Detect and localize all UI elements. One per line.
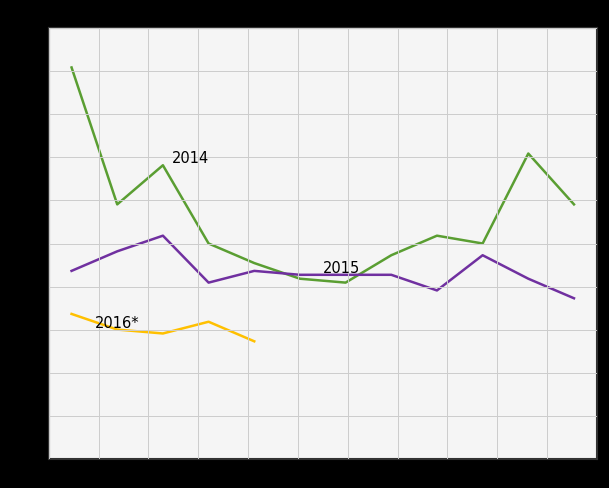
Text: 2016*: 2016*	[94, 315, 139, 330]
Text: 2014: 2014	[172, 151, 209, 166]
Text: 2015: 2015	[323, 260, 360, 275]
